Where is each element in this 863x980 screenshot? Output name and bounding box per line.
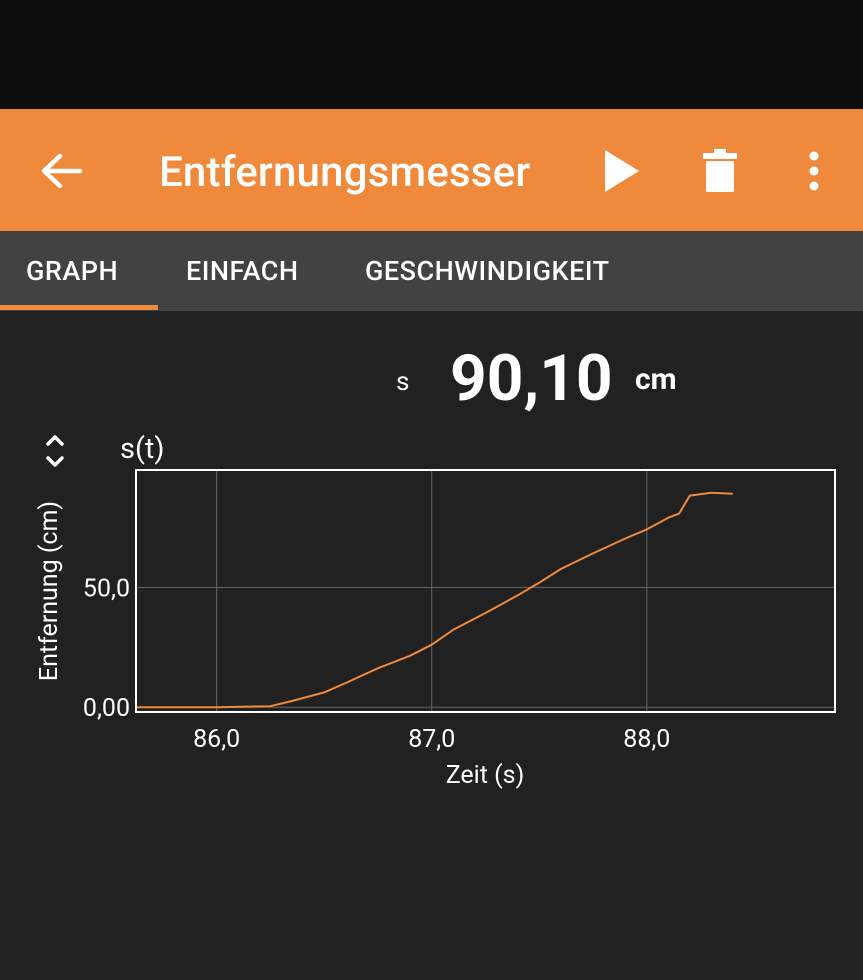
value-unit: cm (635, 362, 677, 397)
tab-geschwindigkeit[interactable]: GESCHWINDIGKEIT (365, 255, 610, 287)
y-tick-label: 50,0 (83, 574, 130, 603)
tab-einfach[interactable]: EINFACH (186, 255, 299, 287)
value-symbol: s (396, 367, 410, 397)
app-title: Entfernungsmesser (159, 148, 531, 197)
x-tick-label: 86,0 (193, 725, 240, 754)
x-tick-label: 87,0 (408, 725, 455, 754)
arrow-back-icon[interactable] (36, 150, 86, 192)
play-icon[interactable] (596, 145, 646, 197)
status-bar (0, 0, 863, 109)
y-axis-label: Entfernung (cm) (35, 501, 64, 681)
distance-time-chart[interactable]: s(t) Entfernung (cm) Zeit (s) 86,0 87,0 88… (0, 420, 863, 980)
app-bar: Entfernungsmesser (0, 109, 863, 231)
active-tab-indicator (0, 305, 158, 310)
more-vert-icon[interactable] (796, 145, 832, 197)
distance-series-line (136, 491, 733, 709)
trash-icon[interactable] (697, 145, 743, 197)
x-tick-label: 88,0 (623, 725, 670, 754)
x-axis-label: Zeit (s) (446, 761, 525, 790)
value-number: 90,10 (450, 341, 613, 416)
chart-title: s(t) (120, 432, 164, 466)
plot-frame (135, 469, 836, 713)
y-tick-label: 0,00 (83, 694, 130, 723)
expand-collapse-icon[interactable] (46, 435, 64, 467)
tab-bar: GRAPH EINFACH GESCHWINDIGKEIT (0, 231, 863, 311)
tab-graph[interactable]: GRAPH (26, 255, 119, 287)
current-value: s 90,10 cm (0, 340, 863, 420)
